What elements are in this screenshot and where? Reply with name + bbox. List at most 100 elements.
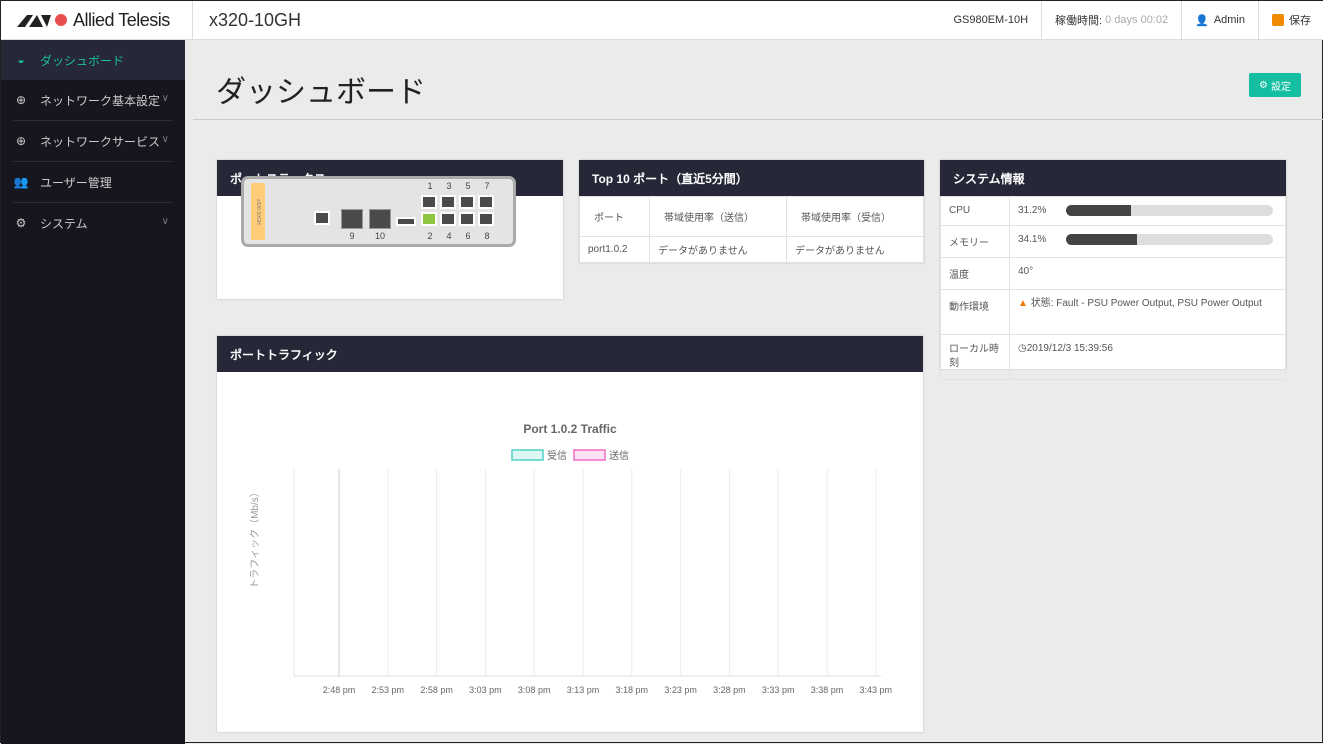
chevron-down-icon: ∨ bbox=[161, 93, 169, 104]
port-1[interactable] bbox=[421, 195, 437, 209]
sidebar-item-dashboard[interactable]: ◒ ダッシュボード bbox=[1, 40, 185, 80]
logo: Allied Telesis bbox=[17, 0, 193, 40]
port-2[interactable] bbox=[421, 212, 437, 226]
x-tick-label: 3:18 pm bbox=[616, 685, 649, 695]
column-header: ポート bbox=[579, 196, 650, 237]
cpu-label: CPU bbox=[940, 196, 1010, 226]
table-row: port1.0.2 データがありません データがありません bbox=[579, 236, 924, 263]
local-time-value: 2019/12/3 15:39:56 bbox=[1026, 343, 1113, 354]
port-number[interactable]: 7 bbox=[484, 181, 490, 191]
x-tick-label: 3:13 pm bbox=[567, 685, 600, 695]
port-console[interactable] bbox=[396, 217, 416, 226]
port-number[interactable]: 10 bbox=[374, 231, 385, 241]
sidebar-item-label: システム bbox=[40, 216, 88, 231]
legend-swatch bbox=[511, 449, 544, 461]
port-4[interactable] bbox=[440, 212, 456, 226]
switch-faceplate: x320-10GH 9 10 1 3 5 7 2 4 6 8 bbox=[241, 176, 516, 247]
x-tick-label: 2:53 pm bbox=[372, 685, 405, 695]
port-6[interactable] bbox=[459, 212, 475, 226]
device-name: GS980EM-10H bbox=[953, 14, 1029, 26]
sidebar-item-label: ネットワーク基本設定 bbox=[40, 93, 161, 108]
settings-label: 設定 bbox=[1270, 81, 1291, 93]
save-button[interactable]: 保存 bbox=[1258, 0, 1323, 40]
sidebar: ◒ ダッシュボード ⊕ ネットワーク基本設定 ∨ ⊕ ネットワークサービス ∨ 👥 ユーザー… bbox=[1, 40, 185, 744]
memory-bar bbox=[1066, 234, 1274, 245]
local-time-label: ローカル時刻 bbox=[940, 334, 1010, 380]
environment-value: 状態: Fault - PSU Power Output, PSU Power … bbox=[1030, 298, 1262, 309]
sidebar-item-network-basic[interactable]: ⊕ ネットワーク基本設定 ∨ bbox=[1, 80, 185, 120]
divider bbox=[193, 119, 1323, 120]
system-info-panel: システム情報 CPU 31.2% メモリー 34.1% 温度 40° 動作環境 ▲ 状態… bbox=[940, 160, 1286, 380]
clock-icon: ◷ bbox=[1018, 343, 1027, 354]
port-number[interactable]: 5 bbox=[465, 181, 471, 191]
environment-label: 動作環境 bbox=[940, 289, 1010, 335]
uptime-label: 稼働時間: bbox=[1055, 15, 1103, 27]
panel-title: システム情報 bbox=[940, 160, 1286, 196]
top10-table: ポート 帯域使用率（送信） 帯域使用率（受信） port1.0.2 データがありません… bbox=[579, 196, 924, 263]
legend-swatch bbox=[573, 449, 606, 461]
port-sfp-9[interactable] bbox=[341, 209, 363, 229]
uptime: 稼働時間: 0 days 00:02 bbox=[1041, 0, 1181, 40]
cell: データがありません bbox=[786, 236, 924, 263]
users-icon: 👥 bbox=[13, 175, 29, 189]
save-label: 保存 bbox=[1289, 15, 1311, 27]
column-header: 帯域使用率（送信） bbox=[649, 196, 787, 237]
user-icon: 👤 bbox=[1195, 14, 1209, 27]
port-7[interactable] bbox=[478, 195, 494, 209]
x-tick-label: 2:48 pm bbox=[323, 685, 356, 695]
gear-icon: ⚙ bbox=[1259, 79, 1268, 91]
port-number[interactable]: 6 bbox=[465, 231, 471, 241]
chevron-down-icon: ∨ bbox=[161, 216, 169, 227]
port-number[interactable]: 1 bbox=[427, 181, 433, 191]
panel-title: ポートトラフィック bbox=[217, 336, 923, 372]
port-number[interactable]: 4 bbox=[446, 231, 452, 241]
settings-button[interactable]: ⚙ 設定 bbox=[1249, 73, 1301, 97]
cell: データがありません bbox=[649, 236, 787, 263]
y-axis-label: トラフィック（Mb/s） bbox=[249, 487, 261, 588]
x-tick-label: 3:08 pm bbox=[518, 685, 551, 695]
traffic-chart: Port 1.0.2 Traffic トラフィック（Mb/s） 2:48 pm 2… bbox=[249, 422, 893, 695]
port-number[interactable]: 2 bbox=[427, 231, 433, 241]
port-number[interactable]: 8 bbox=[484, 231, 490, 241]
sidebar-item-label: ダッシュボード bbox=[40, 53, 125, 68]
x-tick-label: 3:23 pm bbox=[664, 685, 697, 695]
user-menu[interactable]: 👤 Admin bbox=[1181, 0, 1258, 40]
port-8[interactable] bbox=[478, 212, 494, 226]
sidebar-item-label: ユーザー管理 bbox=[40, 175, 112, 190]
x-tick-label: 3:28 pm bbox=[713, 685, 746, 695]
sidebar-item-system[interactable]: ⚙ システム ∨ bbox=[1, 203, 185, 243]
x-tick-label: 2:58 pm bbox=[420, 685, 453, 695]
legend-label: 送信 bbox=[609, 449, 629, 462]
port-number[interactable]: 3 bbox=[446, 181, 452, 191]
sidebar-item-network-services[interactable]: ⊕ ネットワークサービス ∨ bbox=[1, 121, 185, 161]
user-name: Admin bbox=[1213, 14, 1245, 26]
sidebar-item-label: ネットワークサービス bbox=[40, 134, 161, 149]
device-label: x320-10GH bbox=[251, 183, 265, 240]
page-title: ダッシュボード bbox=[216, 76, 426, 109]
globe-icon: ⊕ bbox=[15, 134, 27, 148]
chart-title: Port 1.0.2 Traffic bbox=[523, 422, 617, 436]
system-info-table: CPU 31.2% メモリー 34.1% 温度 40° 動作環境 ▲ 状態: Fault… bbox=[940, 196, 1286, 380]
uptime-value: 0 days 00:02 bbox=[1105, 14, 1169, 26]
chevron-down-icon: ∨ bbox=[161, 134, 169, 145]
gear-icon: ⚙ bbox=[15, 216, 27, 230]
port-3[interactable] bbox=[440, 195, 456, 209]
column-header: 帯域使用率（受信） bbox=[786, 196, 924, 237]
cell: port1.0.2 bbox=[579, 236, 650, 263]
port-5[interactable] bbox=[459, 195, 475, 209]
legend-label: 受信 bbox=[547, 450, 567, 462]
port-sfp-10[interactable] bbox=[369, 209, 391, 229]
sidebar-item-users[interactable]: 👥 ユーザー管理 bbox=[1, 162, 185, 202]
panel-title: Top 10 ポート（直近5分間） bbox=[579, 160, 924, 196]
dashboard-icon: ◒ bbox=[17, 53, 25, 67]
x-tick-label: 3:38 pm bbox=[811, 685, 844, 695]
port-number[interactable]: 9 bbox=[349, 231, 355, 241]
warning-icon: ▲ bbox=[1018, 298, 1028, 309]
memory-value: 34.1% bbox=[1018, 234, 1047, 246]
cpu-value: 31.2% bbox=[1018, 205, 1047, 217]
top10-panel: Top 10 ポート（直近5分間） ポート 帯域使用率（送信） 帯域使用率（受信） … bbox=[579, 160, 924, 263]
port-mgmt[interactable] bbox=[314, 211, 330, 225]
save-icon bbox=[1272, 14, 1284, 26]
x-tick-label: 3:43 pm bbox=[860, 685, 893, 695]
